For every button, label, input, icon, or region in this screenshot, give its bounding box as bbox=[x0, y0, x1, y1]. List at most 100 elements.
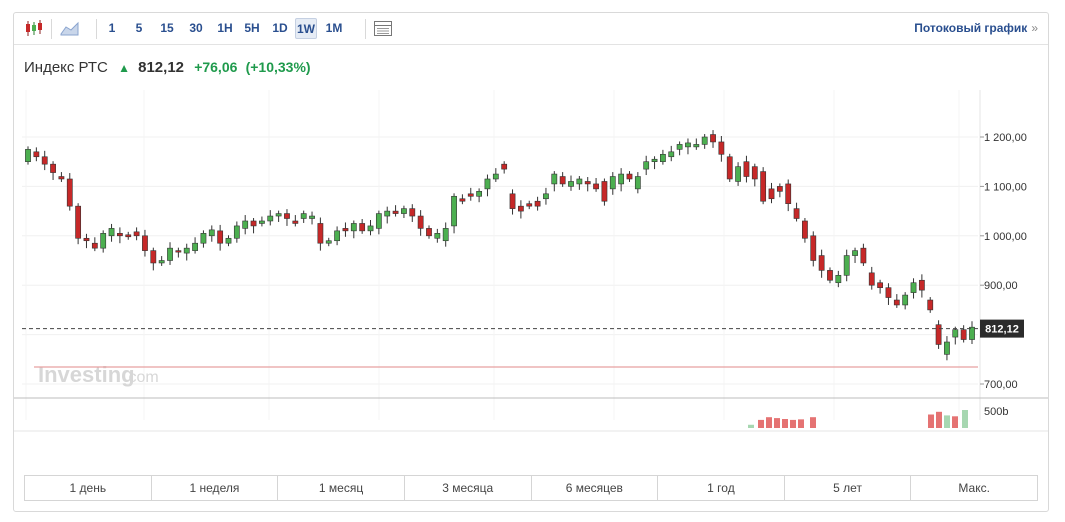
candle-body[interactable] bbox=[969, 326, 975, 340]
candle-body[interactable] bbox=[760, 171, 767, 202]
candle-body[interactable] bbox=[885, 287, 892, 298]
candle-body[interactable] bbox=[25, 149, 31, 162]
range-button-6[interactable]: 5 лет bbox=[785, 476, 912, 500]
candle-body[interactable] bbox=[350, 223, 357, 232]
candle-body[interactable] bbox=[660, 153, 666, 163]
candle-body[interactable] bbox=[50, 163, 56, 173]
candle-body[interactable] bbox=[601, 181, 608, 202]
candle-body[interactable] bbox=[359, 223, 366, 232]
candle-body[interactable] bbox=[41, 156, 48, 165]
candle-body[interactable] bbox=[409, 208, 416, 217]
candle-body[interactable] bbox=[142, 235, 148, 251]
candle-body[interactable] bbox=[284, 213, 290, 219]
candle-body[interactable] bbox=[634, 176, 641, 190]
range-button-1[interactable]: 1 неделя bbox=[152, 476, 279, 500]
candle-body[interactable] bbox=[751, 166, 758, 180]
candle-body[interactable] bbox=[568, 181, 574, 187]
candle-body[interactable] bbox=[802, 220, 808, 239]
candle-body[interactable] bbox=[918, 279, 925, 291]
candle-body[interactable] bbox=[417, 215, 424, 229]
candle-body[interactable] bbox=[843, 255, 850, 276]
candle-body[interactable] bbox=[317, 223, 324, 244]
candle-body[interactable] bbox=[643, 161, 650, 170]
candle-body[interactable] bbox=[250, 220, 257, 227]
candle-body[interactable] bbox=[208, 229, 215, 237]
candle-body[interactable] bbox=[83, 237, 90, 242]
candle-body[interactable] bbox=[100, 233, 107, 249]
candle-body[interactable] bbox=[651, 158, 658, 163]
candle-body[interactable] bbox=[944, 341, 950, 355]
candle-body[interactable] bbox=[685, 142, 691, 148]
candle-body[interactable] bbox=[710, 134, 716, 143]
candle-body[interactable] bbox=[233, 225, 240, 239]
candle-body[interactable] bbox=[325, 240, 332, 244]
candle-body[interactable] bbox=[735, 166, 741, 182]
candle-body[interactable] bbox=[200, 233, 207, 244]
candle-body[interactable] bbox=[33, 151, 40, 158]
candle-body[interactable] bbox=[793, 208, 800, 219]
candle-body[interactable] bbox=[860, 247, 867, 264]
table-icon[interactable] bbox=[372, 18, 394, 39]
candle-body[interactable] bbox=[275, 213, 282, 217]
candle-body[interactable] bbox=[384, 210, 391, 217]
range-button-5[interactable]: 1 год bbox=[658, 476, 785, 500]
range-button-2[interactable]: 1 месяц bbox=[278, 476, 405, 500]
candle-body[interactable] bbox=[526, 203, 533, 207]
interval-button-1w[interactable]: 1W bbox=[295, 18, 317, 39]
candle-body[interactable] bbox=[375, 213, 382, 229]
candle-body[interactable] bbox=[785, 183, 792, 204]
candle-body[interactable] bbox=[309, 215, 315, 219]
candle-body[interactable] bbox=[868, 272, 875, 286]
interval-button-1[interactable]: 1 bbox=[108, 21, 116, 35]
candle-body[interactable] bbox=[609, 176, 616, 190]
range-button-4[interactable]: 6 месяцев bbox=[532, 476, 659, 500]
candle-body[interactable] bbox=[175, 250, 182, 253]
candle-body[interactable] bbox=[158, 260, 165, 264]
candle-body[interactable] bbox=[726, 156, 733, 180]
candle-body[interactable] bbox=[217, 230, 224, 244]
price-chart[interactable]: Investing .com 812,12 1 200,00 1 100,00 1 000… bbox=[14, 90, 1048, 451]
candle-body[interactable] bbox=[593, 183, 599, 190]
candle-body[interactable] bbox=[718, 141, 725, 155]
candle-body[interactable] bbox=[334, 230, 340, 242]
candle-body[interactable] bbox=[342, 228, 349, 232]
candle-body[interactable] bbox=[242, 220, 249, 229]
candle-body[interactable] bbox=[835, 275, 842, 284]
candle-body[interactable] bbox=[902, 294, 909, 306]
candle-body[interactable] bbox=[935, 324, 942, 345]
interval-button-5[interactable]: 5 bbox=[135, 21, 143, 35]
candle-body[interactable] bbox=[292, 220, 299, 224]
candle-body[interactable] bbox=[467, 193, 474, 197]
candle-body[interactable] bbox=[818, 255, 825, 271]
candle-body[interactable] bbox=[910, 282, 917, 293]
candle-body[interactable] bbox=[91, 242, 98, 249]
candle-body[interactable] bbox=[225, 237, 232, 244]
candle-body[interactable] bbox=[58, 176, 65, 180]
candle-body[interactable] bbox=[810, 235, 817, 261]
candle-body[interactable] bbox=[559, 176, 566, 185]
range-button-7[interactable]: Макс. bbox=[958, 481, 990, 495]
candle-body[interactable] bbox=[534, 200, 541, 207]
candle-body[interactable] bbox=[952, 329, 959, 338]
candle-body[interactable] bbox=[509, 193, 516, 209]
candle-body[interactable] bbox=[676, 144, 683, 150]
candle-body[interactable] bbox=[167, 247, 173, 261]
candle-body[interactable] bbox=[150, 250, 157, 264]
interval-button-15[interactable]: 15 bbox=[160, 21, 174, 35]
candle-body[interactable] bbox=[893, 299, 900, 306]
candle-body[interactable] bbox=[693, 144, 700, 148]
candle-body[interactable] bbox=[668, 151, 675, 158]
candle-body[interactable] bbox=[267, 215, 274, 222]
candle-body[interactable] bbox=[451, 195, 457, 227]
candle-body[interactable] bbox=[877, 282, 883, 288]
candle-body[interactable] bbox=[517, 205, 524, 212]
candle-body[interactable] bbox=[492, 173, 499, 180]
candle-body[interactable] bbox=[618, 173, 625, 185]
candle-body[interactable] bbox=[426, 228, 432, 237]
interval-button-1d[interactable]: 1D bbox=[272, 21, 288, 35]
candle-body[interactable] bbox=[300, 213, 307, 219]
candle-body[interactable] bbox=[75, 205, 82, 239]
range-button-0[interactable]: 1 день bbox=[25, 476, 152, 500]
candle-body[interactable] bbox=[183, 247, 190, 254]
candle-body[interactable] bbox=[584, 181, 591, 185]
